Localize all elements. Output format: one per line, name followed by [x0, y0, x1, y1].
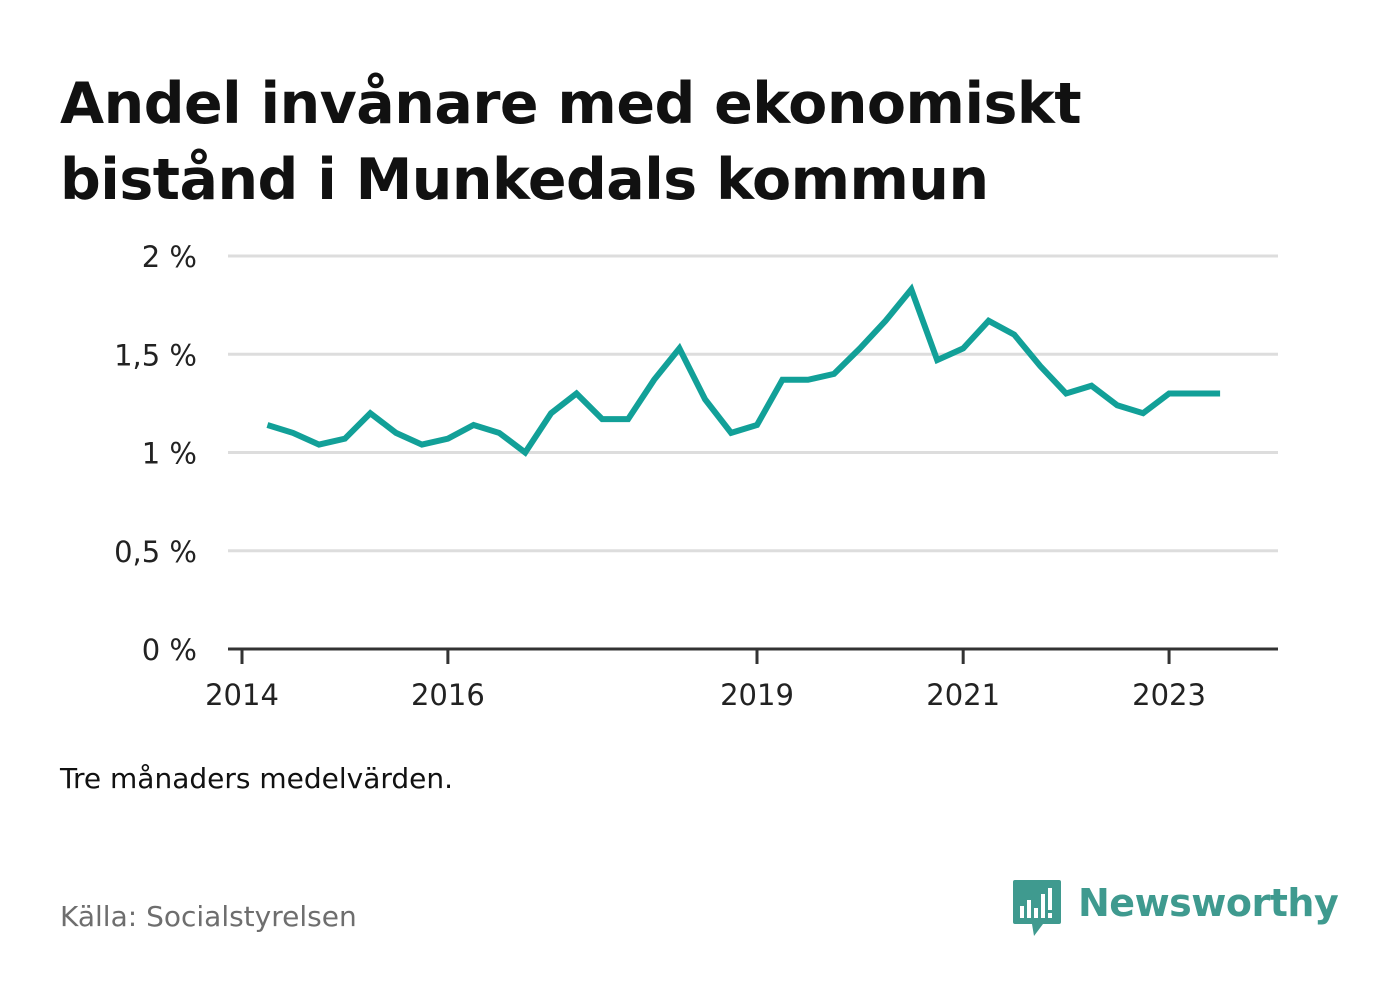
- source-credit: Källa: Socialstyrelsen: [60, 900, 357, 933]
- x-tick-label: 2023: [1132, 678, 1206, 712]
- series-line: [266, 283, 1221, 457]
- chart-title-line-1: Andel invånare med ekonomiskt: [60, 71, 1082, 137]
- x-tick-label: 2014: [205, 678, 279, 712]
- series: [266, 283, 1221, 457]
- y-tick-label: 2 %: [142, 240, 197, 274]
- brand-logo: Newsworthy: [1012, 878, 1339, 940]
- chart-note: Tre månaders medelvärden.: [60, 762, 454, 795]
- gridlines: [228, 254, 1278, 553]
- x-axis: 2014 2016 2019 2021 2023: [205, 647, 1278, 712]
- chart-title-line-2: bistånd i Munkedals kommun: [60, 147, 989, 213]
- x-tick-label: 2021: [926, 678, 1000, 712]
- chart-title: Andel invånare med ekonomiskt bistånd i …: [60, 66, 1300, 218]
- brand-name: Newsworthy: [1078, 881, 1339, 925]
- y-axis-tick-labels: 0 % 0,5 % 1 % 1,5 % 2 %: [114, 240, 197, 667]
- x-tick-label: 2016: [411, 678, 485, 712]
- y-tick-label: 1,5 %: [114, 338, 197, 372]
- y-tick-label: 1 %: [142, 437, 197, 471]
- bar-chart-speech-bubble-icon: [1013, 880, 1061, 936]
- y-tick-label: 0 %: [142, 633, 197, 667]
- x-tick-label: 2019: [720, 678, 794, 712]
- y-tick-label: 0,5 %: [114, 535, 197, 569]
